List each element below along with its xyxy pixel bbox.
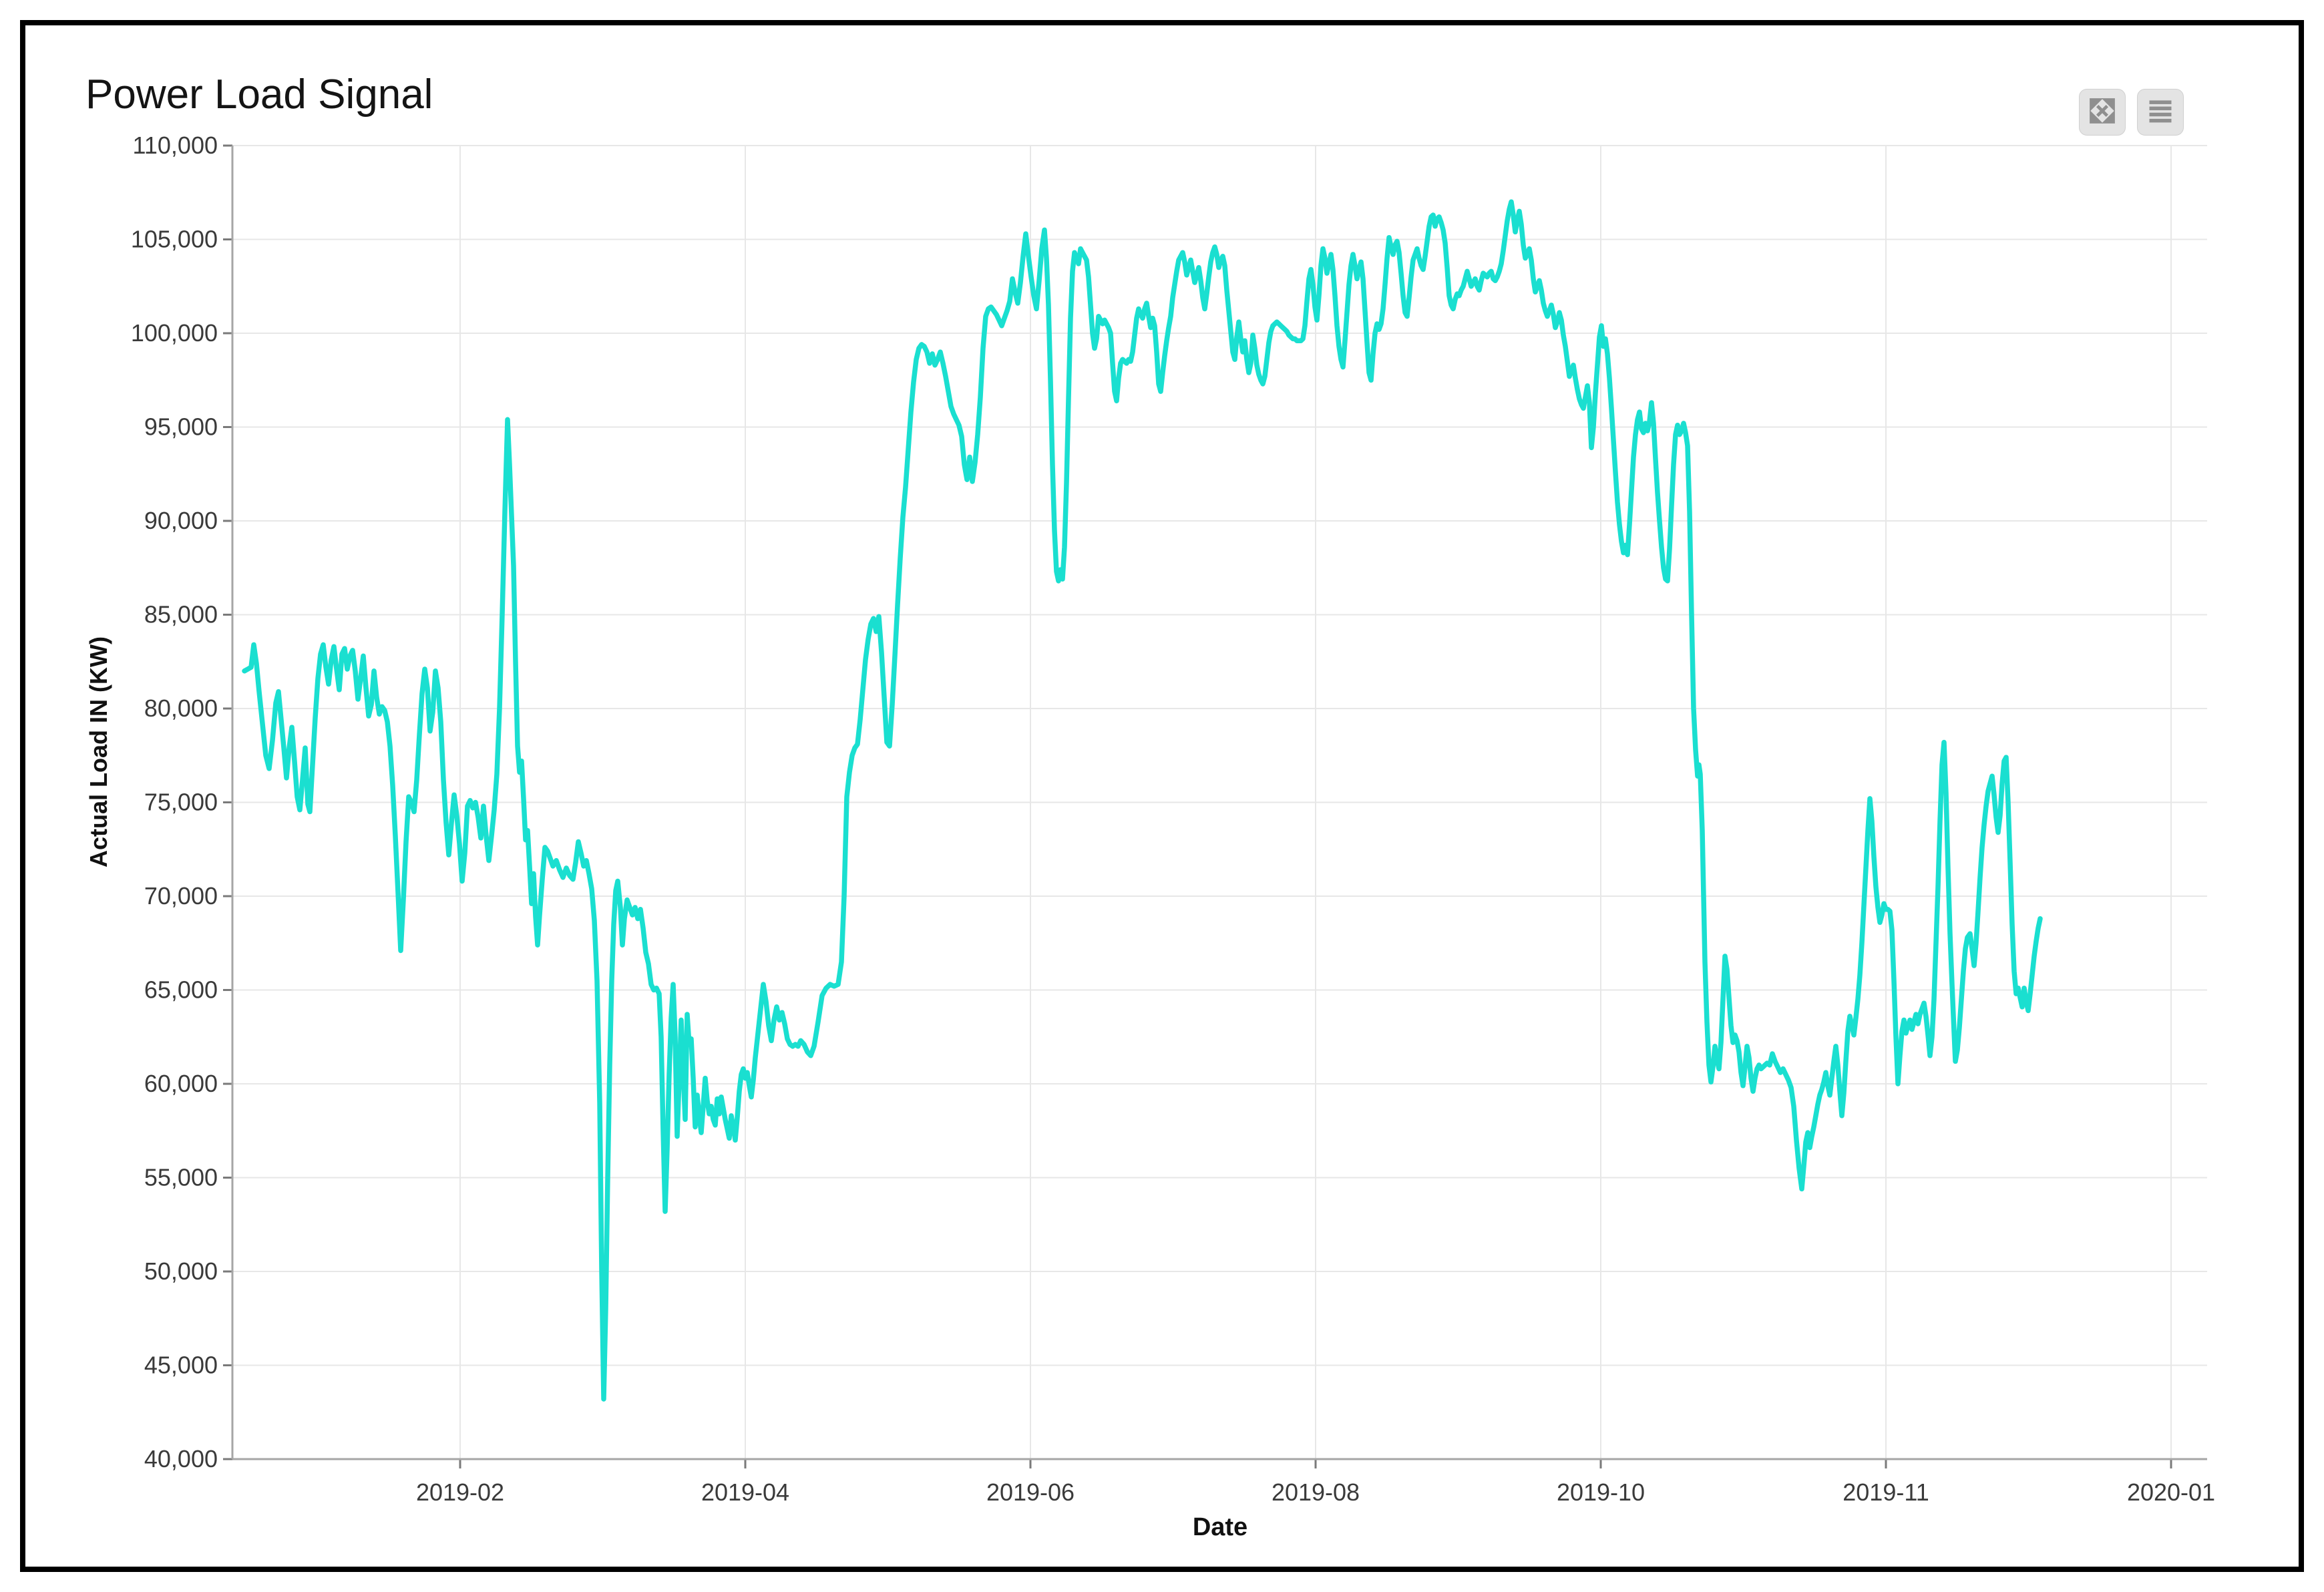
chart-frame-border	[20, 20, 2304, 1572]
y-tick-label: 105,000	[131, 226, 218, 253]
y-tick-label: 55,000	[144, 1164, 218, 1191]
y-tick-label: 60,000	[144, 1070, 218, 1097]
pan-tool-button[interactable]	[2079, 89, 2126, 136]
x-tick-label: 2019-11	[1843, 1478, 1929, 1506]
y-tick-label: 80,000	[144, 694, 218, 722]
y-tick-label: 85,000	[144, 601, 218, 628]
y-tick-label: 90,000	[144, 507, 218, 534]
y-tick-label: 100,000	[131, 319, 218, 347]
four-arrows-expand-icon	[2088, 96, 2117, 129]
x-tick-label: 2020-01	[2127, 1478, 2215, 1506]
x-tick-label: 2019-04	[701, 1478, 789, 1506]
x-axis-title: Date	[1192, 1513, 1248, 1541]
y-tick-label: 95,000	[144, 413, 218, 441]
y-tick-label: 110,000	[133, 132, 218, 159]
y-tick-label: 65,000	[144, 976, 218, 1004]
x-tick-label: 2019-02	[416, 1478, 504, 1506]
menu-lines-icon	[2146, 96, 2175, 129]
menu-tool-button[interactable]	[2137, 89, 2184, 136]
y-tick-label: 75,000	[144, 789, 218, 816]
y-tick-label: 40,000	[144, 1445, 218, 1472]
y-tick-label: 70,000	[144, 882, 218, 910]
chart-title: Power Load Signal	[85, 71, 433, 118]
x-tick-label: 2019-06	[986, 1478, 1075, 1506]
y-tick-label: 45,000	[144, 1352, 218, 1379]
y-tick-label: 50,000	[144, 1257, 218, 1285]
power-load-series-line	[242, 199, 2043, 1402]
x-tick-label: 2019-08	[1272, 1478, 1360, 1506]
y-axis-title: Actual Load IN (KW)	[85, 636, 112, 867]
x-tick-label: 2019-10	[1557, 1478, 1645, 1506]
